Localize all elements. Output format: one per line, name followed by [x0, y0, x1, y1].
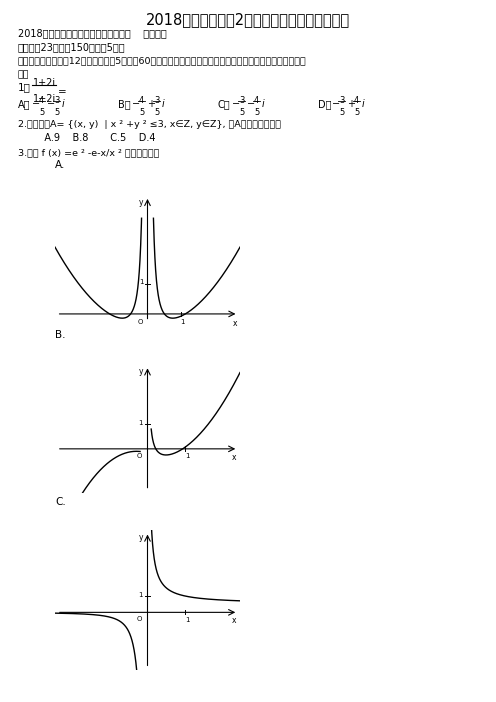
Text: 1: 1 [138, 420, 143, 426]
Text: i: i [162, 99, 165, 109]
Text: 3: 3 [154, 96, 159, 105]
Text: 本试卷共23题，共150分，共5页。: 本试卷共23题，共150分，共5页。 [18, 42, 125, 52]
Text: 5: 5 [254, 108, 259, 117]
Text: −: − [47, 99, 55, 109]
Text: x: x [233, 319, 237, 329]
Text: 3: 3 [339, 96, 344, 105]
Text: −: − [247, 99, 255, 109]
Text: −: − [132, 99, 140, 109]
Text: +: + [147, 99, 155, 109]
Text: i: i [362, 99, 365, 109]
Text: 5: 5 [354, 108, 359, 117]
Text: O: O [137, 319, 142, 325]
Text: i: i [62, 99, 65, 109]
Text: 2018年普通高等学校招生全国统一考试    理科数学: 2018年普通高等学校招生全国统一考试 理科数学 [18, 28, 167, 38]
Text: 1: 1 [185, 617, 189, 623]
Text: 3: 3 [239, 96, 245, 105]
Text: O: O [136, 453, 142, 458]
Text: −: − [232, 99, 240, 109]
Text: i: i [262, 99, 265, 109]
Text: 4: 4 [39, 96, 44, 105]
Text: y: y [138, 534, 143, 542]
Text: 5: 5 [339, 108, 344, 117]
Text: −: − [332, 99, 340, 109]
Text: −: − [32, 99, 40, 109]
Text: x: x [232, 453, 237, 461]
Text: 1: 1 [138, 592, 143, 598]
Text: 4: 4 [254, 96, 259, 105]
Text: 5: 5 [139, 108, 144, 117]
Text: 4: 4 [139, 96, 144, 105]
Text: 3.函数 f (x) =e ² -e-x/x ² 的图像大致为: 3.函数 f (x) =e ² -e-x/x ² 的图像大致为 [18, 148, 159, 157]
Text: 4: 4 [354, 96, 359, 105]
Text: 1: 1 [180, 319, 185, 325]
Text: 3: 3 [54, 96, 60, 105]
Text: =: = [58, 87, 67, 97]
Text: y: y [139, 197, 143, 206]
Text: 1．: 1． [18, 82, 31, 92]
Text: 5: 5 [154, 108, 159, 117]
Text: 1: 1 [139, 279, 143, 285]
Text: A.9    B.8       C.5    D.4: A.9 B.8 C.5 D.4 [35, 133, 156, 143]
Text: 5: 5 [54, 108, 59, 117]
Text: 2.已知集合A= {(x, y)  | x ² +y ² ≤3, x∈Z, y∈Z}, 则A中元素的个数为: 2.已知集合A= {(x, y) | x ² +y ² ≤3, x∈Z, y∈Z… [18, 120, 281, 129]
Text: x: x [232, 616, 237, 625]
Text: 1+2i: 1+2i [33, 78, 56, 88]
Text: 5: 5 [39, 108, 44, 117]
Text: 1: 1 [185, 453, 189, 459]
Text: 的。: 的。 [18, 70, 29, 79]
Text: O: O [136, 616, 142, 623]
Text: C．: C． [218, 99, 231, 109]
Text: y: y [138, 366, 143, 376]
Text: 一、选择题：本题共12小题，每小题5分，共60分，在每小题给出的四个选项中，只有一项是符合题目要求本: 一、选择题：本题共12小题，每小题5分，共60分，在每小题给出的四个选项中，只有… [18, 56, 307, 65]
Text: 5: 5 [239, 108, 244, 117]
Text: 2018年高考全国卷2理科数学真题附含答案解析: 2018年高考全国卷2理科数学真题附含答案解析 [146, 12, 350, 27]
Text: B.: B. [55, 330, 65, 340]
Text: D．: D． [318, 99, 331, 109]
Text: 1−2i: 1−2i [33, 94, 56, 104]
Text: A.: A. [55, 160, 65, 170]
Text: A．: A． [18, 99, 30, 109]
Text: +: + [347, 99, 355, 109]
Text: C.: C. [55, 497, 66, 507]
Text: B．: B． [118, 99, 130, 109]
